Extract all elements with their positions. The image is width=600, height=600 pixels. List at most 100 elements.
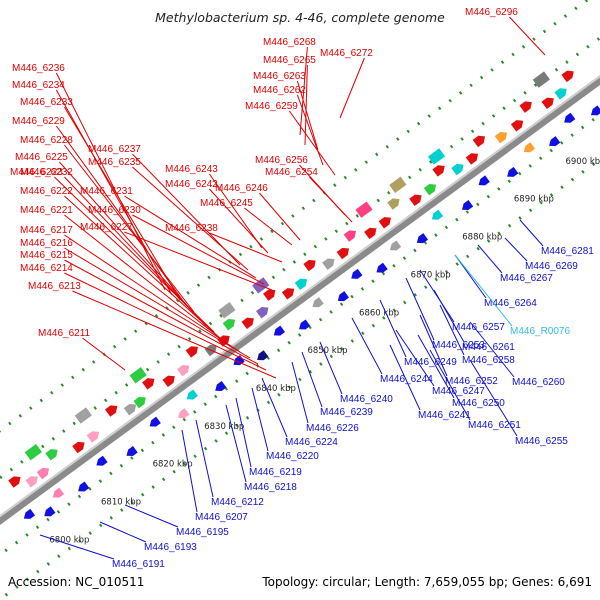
leader-line [261, 377, 288, 438]
forward-gene-label: M446_6221 [20, 205, 73, 216]
forward-gene-label: M446_6229 [12, 116, 65, 127]
forward-gene-label: M446_6227 [80, 222, 133, 233]
reverse-gene-arrow [523, 142, 536, 153]
forward-gene-arrow [86, 431, 100, 443]
forward-gene-arrow [177, 364, 190, 377]
forward-gene-label: M446_6238 [165, 223, 218, 234]
leader-line [319, 341, 343, 395]
forward-gene-label: M446_6262 [253, 85, 306, 96]
forward-gene-label: M446_6242 [165, 179, 218, 190]
forward-gene-arrow [519, 101, 532, 113]
reverse-gene-arrow [376, 262, 388, 273]
reverse-gene-arrow [299, 319, 311, 330]
reverse-gene-arrow [52, 487, 65, 498]
reverse-gene-label: M446_6239 [320, 407, 373, 418]
forward-gene-arrow [364, 227, 377, 240]
reverse-gene-arrow [478, 175, 490, 186]
reverse-gene-label: M446_6212 [211, 497, 264, 508]
reverse-gene-arrow [273, 325, 286, 336]
leader-line [225, 404, 247, 483]
forward-gene-label: M446_6233 [20, 97, 73, 108]
leader-line [64, 259, 259, 365]
leader-line [288, 110, 336, 176]
leader-line [433, 289, 465, 343]
reverse-gene-arrow [215, 380, 227, 391]
forward-gene-label: M446_6235 [88, 157, 141, 168]
leader-line [55, 89, 173, 296]
leader-line [251, 387, 269, 452]
leader-line [72, 290, 277, 379]
reverse-gene-arrow [78, 481, 90, 492]
leader-line [504, 237, 528, 262]
reverse-gene-arrow [590, 105, 600, 116]
forward-gene-arrow [465, 153, 479, 165]
forward-gene-label: M446_6259 [245, 101, 298, 112]
leader-line [63, 106, 181, 301]
leader-line [299, 46, 308, 136]
forward-gene-label: M446_6234 [12, 80, 65, 91]
reverse-gene-label: M446_6244 [380, 374, 433, 385]
scale-tick-label: 6850 kbp [307, 346, 347, 356]
forward-gene-label: M446_6243 [165, 164, 218, 175]
forward-gene-label: M446_6228 [20, 135, 73, 146]
forward-gene-label: M446_6215 [20, 250, 73, 261]
forward-gene-label: M446_6265 [263, 55, 316, 66]
gene-track [0, 31, 600, 547]
reverse-gene-label: M446_6249 [404, 357, 457, 368]
reverse-gene-arrow [549, 136, 561, 147]
leader-line [454, 254, 513, 327]
forward-gene-label: M446_6256 [255, 155, 308, 166]
reverse-gene-arrow [507, 166, 519, 177]
leader-line [132, 166, 249, 271]
leader-line [477, 244, 503, 274]
leader-line [64, 272, 267, 371]
leader-line [439, 304, 465, 356]
leader-line [519, 219, 544, 247]
leader-line [291, 361, 309, 424]
scale-tick-label: 6840 kbp [256, 384, 296, 394]
scale-tick-label: 6900 kbp [565, 157, 600, 167]
forward-gene-arrow [281, 288, 295, 300]
leader-line [395, 329, 435, 387]
forward-gene-arrow [510, 120, 524, 132]
forward-gene-label: M446_6230 [88, 205, 141, 216]
leader-line [405, 277, 435, 341]
forward-gene-arrow [387, 198, 400, 210]
leader-line [419, 314, 448, 377]
reverse-gene-label: M446_6191 [112, 559, 165, 570]
reverse-gene-label: M446_6240 [340, 394, 393, 405]
reverse-gene-arrow [431, 209, 444, 220]
forward-gene-arrow [162, 375, 175, 387]
forward-gene-arrow [133, 396, 146, 409]
forward-gene-box [355, 201, 373, 218]
forward-gene-box [427, 148, 446, 165]
reverse-gene-label: M446_6269 [525, 261, 578, 272]
forward-gene-arrow [343, 230, 357, 242]
forward-gene-label: M446_6232 [20, 167, 73, 178]
forward-gene-box [129, 367, 147, 384]
forward-gene-label: M446_6254 [265, 167, 318, 178]
forward-gene-arrow [104, 405, 118, 417]
reverse-gene-arrow [96, 455, 108, 466]
leader-line [124, 195, 257, 279]
reverse-gene-label: M446_6241 [418, 410, 471, 421]
reverse-gene-label: M446_6195 [176, 527, 229, 538]
reverse-gene-label: M446_6247 [432, 386, 485, 397]
leader-line [195, 419, 214, 498]
forward-gene-arrow [241, 317, 254, 330]
leader-line [339, 57, 365, 119]
reverse-gene-arrow [257, 350, 269, 361]
leader-line [208, 173, 263, 249]
reverse-gene-arrow [416, 233, 429, 244]
leader-line [82, 337, 126, 371]
leader-line [469, 359, 518, 437]
accession-text: Accession: NC_010511 [8, 575, 144, 589]
forward-gene-arrow [8, 476, 21, 488]
forward-gene-box [24, 443, 42, 461]
reverse-gene-arrow [312, 297, 324, 308]
forward-gene-arrow [72, 441, 85, 454]
reverse-gene-arrow [44, 506, 56, 517]
leader-line [64, 144, 195, 313]
